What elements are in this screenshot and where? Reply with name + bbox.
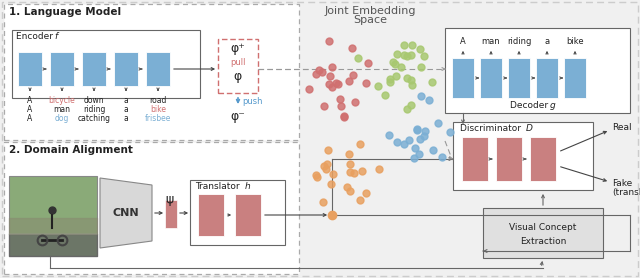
Text: man: man	[54, 105, 70, 114]
Text: road: road	[149, 96, 166, 105]
Text: bike: bike	[150, 105, 166, 114]
Text: Space: Space	[353, 15, 387, 25]
Text: f: f	[54, 32, 57, 41]
Text: Translator: Translator	[195, 182, 243, 191]
Text: CNN: CNN	[113, 208, 140, 218]
Text: ψ: ψ	[166, 193, 174, 207]
Text: Decoder: Decoder	[510, 101, 551, 110]
Text: dog: dog	[55, 114, 69, 123]
Polygon shape	[100, 178, 152, 248]
FancyBboxPatch shape	[536, 58, 558, 98]
Text: h: h	[245, 182, 251, 191]
FancyBboxPatch shape	[452, 58, 474, 98]
Text: bike: bike	[566, 37, 584, 46]
Text: a: a	[124, 105, 129, 114]
Text: Visual Concept: Visual Concept	[509, 224, 577, 232]
Text: 2. Domain Alignment: 2. Domain Alignment	[9, 145, 133, 155]
Text: φ⁻: φ⁻	[230, 110, 245, 123]
FancyBboxPatch shape	[165, 200, 177, 228]
FancyBboxPatch shape	[12, 30, 200, 98]
Text: (translated): (translated)	[612, 187, 640, 197]
FancyBboxPatch shape	[198, 194, 224, 236]
FancyBboxPatch shape	[18, 52, 42, 86]
Text: Encoder: Encoder	[16, 32, 56, 41]
Text: 1. Language Model: 1. Language Model	[9, 7, 121, 17]
Text: frisbee: frisbee	[145, 114, 171, 123]
Text: bicycle: bicycle	[49, 96, 76, 105]
FancyBboxPatch shape	[82, 52, 106, 86]
Text: down: down	[84, 96, 104, 105]
Text: catching: catching	[77, 114, 111, 123]
Text: D: D	[526, 124, 533, 133]
FancyBboxPatch shape	[564, 58, 586, 98]
Text: Real: Real	[612, 123, 632, 133]
FancyBboxPatch shape	[530, 137, 556, 181]
Text: Discriminator: Discriminator	[460, 124, 524, 133]
FancyBboxPatch shape	[496, 137, 522, 181]
FancyBboxPatch shape	[2, 2, 638, 276]
Text: pull: pull	[230, 58, 246, 67]
FancyBboxPatch shape	[190, 180, 285, 245]
Text: man: man	[482, 37, 500, 46]
FancyBboxPatch shape	[508, 58, 530, 98]
Text: φ⁺: φ⁺	[230, 42, 245, 55]
FancyBboxPatch shape	[462, 137, 488, 181]
FancyBboxPatch shape	[235, 194, 261, 236]
Text: Fake: Fake	[612, 180, 632, 188]
Text: g: g	[550, 101, 556, 110]
Text: A: A	[28, 96, 33, 105]
FancyBboxPatch shape	[483, 208, 603, 258]
FancyBboxPatch shape	[114, 52, 138, 86]
FancyBboxPatch shape	[4, 4, 299, 140]
FancyBboxPatch shape	[9, 176, 97, 256]
Text: push: push	[242, 96, 262, 105]
Text: A: A	[460, 37, 466, 46]
FancyBboxPatch shape	[50, 52, 74, 86]
Text: Joint Embedding: Joint Embedding	[324, 6, 416, 16]
Text: riding: riding	[507, 37, 531, 46]
Text: a: a	[124, 96, 129, 105]
FancyBboxPatch shape	[4, 142, 299, 274]
FancyBboxPatch shape	[445, 28, 630, 113]
Text: riding: riding	[83, 105, 105, 114]
Text: A: A	[28, 105, 33, 114]
FancyBboxPatch shape	[453, 122, 593, 190]
Text: a: a	[545, 37, 550, 46]
FancyBboxPatch shape	[146, 52, 170, 86]
FancyBboxPatch shape	[480, 58, 502, 98]
Text: a: a	[124, 114, 129, 123]
Text: Extraction: Extraction	[520, 237, 566, 245]
Text: φ: φ	[234, 70, 242, 83]
Text: A: A	[28, 114, 33, 123]
